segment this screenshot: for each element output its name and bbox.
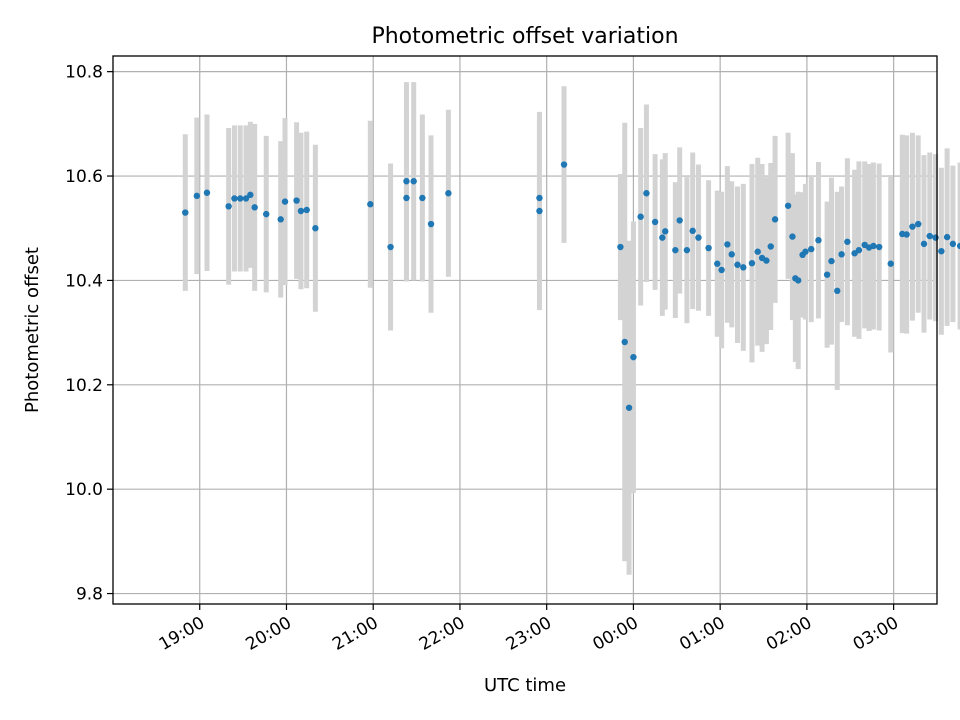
data-point <box>410 178 417 185</box>
data-point <box>683 246 691 254</box>
data-point <box>705 244 712 252</box>
data-point <box>920 240 928 248</box>
y-tick-label: 10.4 <box>65 271 103 291</box>
data-point <box>182 209 189 216</box>
data-points <box>182 161 960 411</box>
data-point <box>643 190 650 197</box>
data-point <box>419 194 426 202</box>
data-point <box>808 245 815 253</box>
data-point <box>718 266 725 274</box>
data-point <box>242 195 250 202</box>
data-point <box>909 223 916 230</box>
data-point <box>560 161 568 168</box>
data-point <box>728 251 735 258</box>
data-point <box>943 233 951 241</box>
data-point <box>815 237 822 244</box>
data-point <box>303 206 310 214</box>
data-point <box>621 338 628 346</box>
data-point <box>855 246 863 254</box>
data-point <box>789 233 796 240</box>
y-tick-label: 10.8 <box>65 63 103 83</box>
data-point <box>828 257 835 265</box>
data-point <box>689 227 696 235</box>
data-point <box>834 287 841 295</box>
data-point <box>387 243 394 251</box>
data-point <box>247 191 254 199</box>
y-axis: 9.8 10.0 10.2 10.4 10.6 10.8 <box>65 63 113 605</box>
data-point <box>802 248 809 255</box>
data-point <box>427 220 435 228</box>
data-point <box>767 243 774 250</box>
data-point <box>293 197 300 204</box>
axes-frame <box>112 55 938 605</box>
data-point <box>672 246 679 254</box>
data-point <box>926 232 933 240</box>
data-point <box>676 217 683 224</box>
data-point <box>844 238 851 245</box>
data-point <box>662 228 669 235</box>
data-point <box>823 271 831 278</box>
data-point <box>637 213 644 220</box>
y-axis-label: Photometric offset <box>22 247 43 413</box>
data-point <box>403 194 410 202</box>
data-point <box>887 260 894 267</box>
data-point <box>932 234 939 241</box>
data-point <box>938 247 945 255</box>
data-point <box>724 241 731 248</box>
y-tick-label: 9.8 <box>76 585 103 605</box>
data-point <box>281 198 289 205</box>
data-point <box>838 251 845 258</box>
data-point <box>695 234 702 241</box>
data-point <box>193 192 201 200</box>
chart-title: Photometric offset variation <box>371 24 678 49</box>
data-point <box>740 264 747 271</box>
data-point <box>203 189 211 196</box>
data-point <box>237 195 244 202</box>
data-point <box>734 261 741 268</box>
data-point <box>949 240 957 248</box>
data-point <box>784 202 792 209</box>
data-point <box>297 207 305 215</box>
data-point <box>870 242 877 250</box>
data-point <box>714 260 721 267</box>
data-point <box>231 195 238 202</box>
data-point <box>651 218 659 226</box>
data-point <box>277 216 284 223</box>
data-point <box>915 220 922 228</box>
data-point <box>875 243 883 251</box>
data-point <box>625 404 633 411</box>
data-point <box>536 194 543 202</box>
y-tick-label: 10.6 <box>65 167 103 187</box>
data-point <box>903 231 910 238</box>
data-point <box>403 178 410 185</box>
x-axis-label: UTC time <box>484 675 566 696</box>
data-point <box>312 225 319 232</box>
data-point <box>659 234 666 241</box>
data-point <box>795 277 802 284</box>
data-point <box>251 204 258 211</box>
data-point <box>445 190 452 197</box>
data-point <box>263 210 270 218</box>
data-point <box>754 248 761 255</box>
y-tick-label: 10.0 <box>65 480 103 500</box>
data-point <box>617 243 624 251</box>
data-point <box>763 257 770 264</box>
data-point <box>630 353 637 361</box>
y-tick-label: 10.2 <box>65 376 103 396</box>
data-point <box>536 207 543 215</box>
data-point <box>367 201 374 208</box>
data-point <box>771 216 779 223</box>
data-point <box>956 242 960 250</box>
data-point <box>748 259 756 267</box>
plot-area <box>113 56 960 604</box>
data-point <box>225 203 232 210</box>
